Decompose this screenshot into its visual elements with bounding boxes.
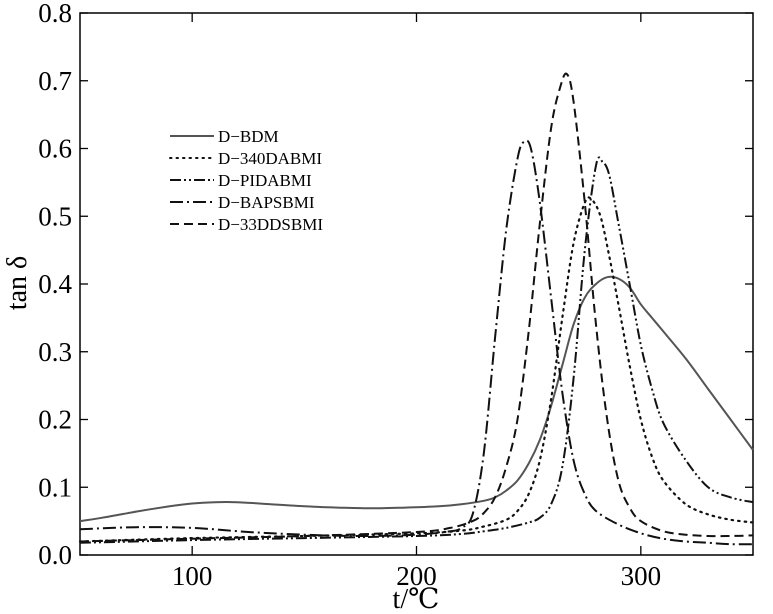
y-tick-label: 0.1: [38, 472, 72, 502]
y-tick-label: 0.5: [38, 201, 72, 231]
series-line-2: [78, 196, 755, 543]
y-tick-label: 0.6: [38, 134, 72, 164]
legend-label-4: D−BAPSBMI: [218, 193, 315, 212]
x-tick-label: 100: [172, 561, 213, 591]
legend-label-3: D−PIDABMI: [218, 171, 312, 190]
y-tick-label: 0.8: [38, 0, 72, 28]
x-axis-title: t/℃: [393, 584, 440, 614]
y-axis-title: tan δ: [2, 256, 33, 310]
y-tick-label: 0.0: [38, 540, 72, 570]
x-tick-label: 300: [621, 561, 662, 591]
axis-ticks: 0.0 0.1 0.2 0.3 0.4 0.5 0.6 0.7 0.8 100 200 300: [38, 0, 753, 591]
y-tick-label: 0.7: [38, 66, 72, 96]
series-line-5: [79, 72, 754, 543]
y-tick-label: 0.3: [38, 337, 72, 367]
plot-frame: [79, 12, 754, 556]
x-tick-label: 200: [396, 561, 437, 591]
y-tick-label: 0.2: [38, 405, 72, 435]
series-line-3: [79, 156, 754, 544]
y-tick-label: 0.4: [38, 269, 72, 299]
series-lines: [78, 72, 755, 546]
series-line-4: [79, 139, 754, 546]
legend: D−BDM D−340DABMI D−PIDABMI D−BAPSBMI D−33DDS…: [169, 127, 323, 234]
legend-label-2: D−340DABMI: [218, 149, 322, 168]
legend-label-1: D−BDM: [218, 127, 279, 146]
series-line-1: [79, 275, 754, 523]
legend-label-5: D−33DDSBMI: [218, 215, 323, 234]
